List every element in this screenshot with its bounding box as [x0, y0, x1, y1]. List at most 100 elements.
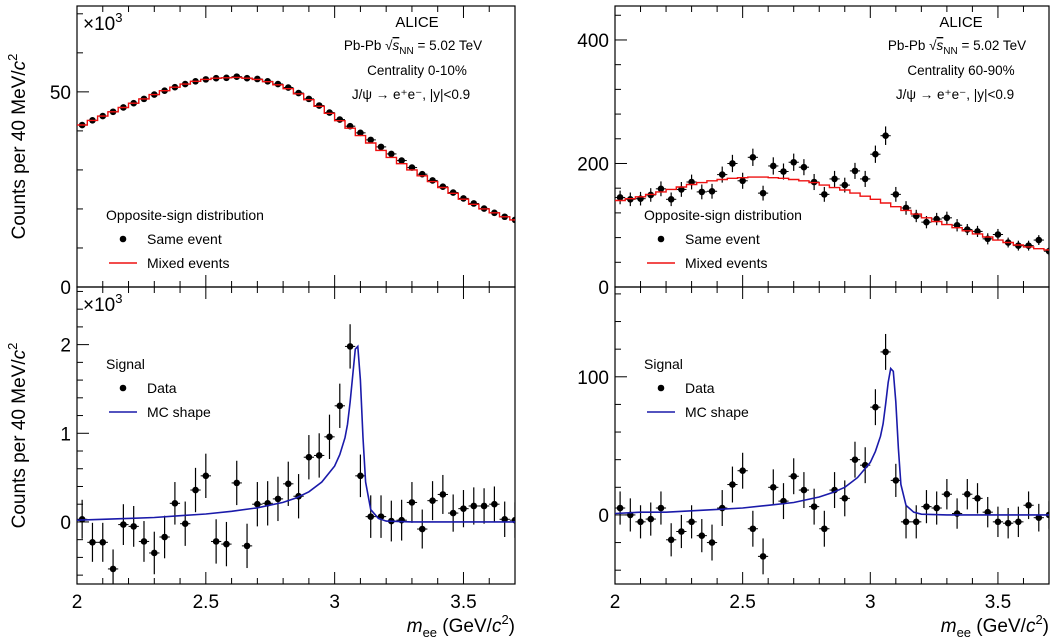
y-axis-title-text: Counts per 40 MeV/	[9, 70, 30, 240]
energy-symbol: s	[937, 38, 944, 53]
legend-entry: Mixed events	[147, 255, 229, 271]
legend: Opposite-sign distribution Same event Mixe…	[106, 207, 264, 271]
panel-top-right: 0 200 400 ALICE Pb-Pb √sNN = 5.02 TeV Central…	[577, 5, 1050, 299]
mixed-events-histogram	[77, 76, 515, 221]
data-point	[872, 403, 879, 411]
y-axis-title-c: c	[9, 60, 30, 70]
legend-entry: Mixed events	[685, 255, 767, 271]
collision-system-label: Pb-Pb √sNN = 5.02 TeV	[344, 38, 482, 57]
data-point	[912, 518, 920, 526]
y-tick-label: 0	[60, 513, 71, 534]
sqrt-symbol: √	[385, 38, 393, 53]
data-point	[892, 191, 900, 198]
data-point	[418, 170, 426, 178]
system-text: Pb-Pb	[344, 38, 385, 53]
data-point	[953, 221, 961, 229]
legend-entry: Same event	[147, 231, 222, 247]
data-point	[790, 472, 798, 480]
data-point	[460, 195, 467, 202]
mc-shape-curve	[615, 366, 1049, 516]
data-point	[439, 491, 447, 498]
x-tick-label: 3	[865, 592, 876, 613]
y-tick-label: 50	[50, 83, 71, 104]
plot-frame	[614, 286, 1050, 585]
legend-title: Signal	[644, 356, 683, 372]
data-point	[89, 539, 96, 546]
series-mixed-events	[77, 76, 515, 221]
energy-subscript: NN	[399, 46, 413, 57]
x-axis-title-close: )	[509, 616, 515, 637]
y-axis-title-c: c	[9, 349, 30, 359]
data-point	[718, 171, 726, 178]
series-data	[77, 324, 515, 584]
y-axis-title-exp: 2	[5, 343, 20, 350]
data-point	[851, 456, 859, 463]
energy-value: = 5.02 TeV	[958, 38, 1026, 53]
series-same-event	[615, 126, 1049, 256]
data-point	[305, 95, 313, 103]
data-point	[1025, 501, 1032, 509]
data-point	[388, 150, 395, 158]
x-tick-label: 2.5	[193, 592, 219, 613]
decay-channel-label: J/ψ → e⁺e⁻, |y|<0.9	[896, 87, 1014, 102]
data-point	[449, 189, 457, 196]
data-point	[254, 500, 261, 508]
data-point	[974, 495, 981, 502]
data-point	[109, 565, 117, 573]
data-point	[749, 525, 757, 533]
data-point	[964, 226, 971, 233]
data-point	[923, 218, 930, 226]
data-point	[657, 185, 665, 193]
centrality-label: Centrality 0-10%	[367, 63, 467, 78]
data-point	[872, 150, 879, 158]
y-ticks	[77, 290, 89, 576]
data-point	[243, 542, 251, 550]
x-axis-title: mee (GeV/c2)	[941, 612, 1049, 639]
data-point	[933, 504, 940, 512]
data-point	[821, 191, 828, 198]
data-point	[953, 510, 961, 517]
data-point	[943, 214, 951, 222]
x-tick-label: 2.5	[729, 592, 755, 613]
decay-channel-label: J/ψ → e⁺e⁻, |y|<0.9	[352, 87, 470, 102]
data-point	[984, 508, 992, 516]
data-point	[377, 143, 385, 151]
legend-entry: MC shape	[685, 404, 749, 420]
data-point	[1035, 236, 1043, 244]
x-axis-title-sub: ee	[423, 625, 437, 639]
data-point	[759, 189, 767, 197]
data-point	[657, 504, 665, 512]
data-point	[398, 516, 405, 524]
data-point	[99, 539, 107, 546]
x-tick-label: 2	[610, 592, 621, 613]
y-axis-title: Counts per 40 MeV/c2	[5, 54, 30, 240]
data-point	[202, 472, 210, 480]
data-point	[994, 518, 1002, 526]
data-point	[739, 467, 746, 475]
data-point	[212, 538, 220, 545]
data-point	[315, 102, 323, 109]
data-point	[357, 129, 364, 137]
energy-subscript: NN	[943, 46, 957, 57]
data-point	[902, 204, 910, 212]
data-point	[688, 518, 695, 526]
x-tick-label: 3.5	[985, 592, 1011, 613]
data-point	[181, 520, 189, 528]
data-point	[882, 348, 889, 356]
data-point	[698, 188, 706, 196]
mixed-events-histogram	[615, 176, 1049, 251]
x-axis-title-c: c	[1026, 616, 1036, 637]
series-mc-shape	[77, 344, 515, 523]
data-point	[171, 500, 179, 507]
legend-marker-points	[657, 235, 665, 243]
data-point	[367, 513, 375, 520]
data-point	[449, 509, 457, 517]
data-point	[780, 168, 787, 175]
data-point	[408, 499, 416, 506]
legend-marker-points	[119, 235, 127, 243]
energy-symbol: s	[393, 38, 400, 53]
data-point	[1025, 242, 1032, 249]
x-tick-label: 3	[329, 592, 340, 613]
